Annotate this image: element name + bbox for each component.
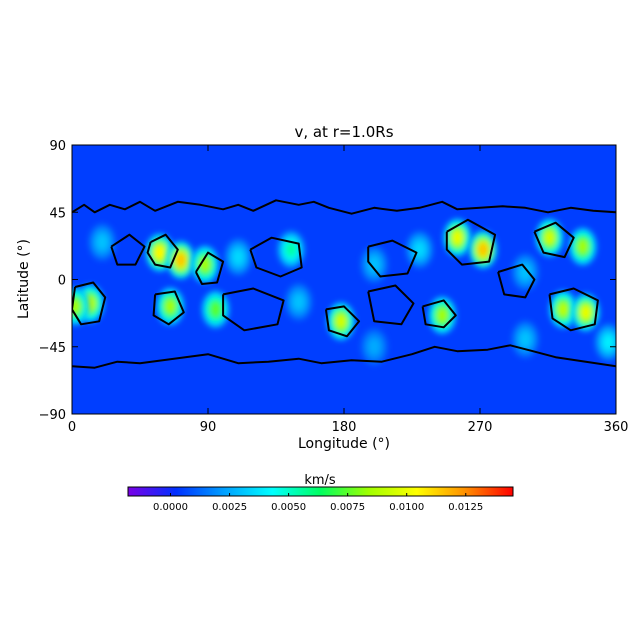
colorbar-gradient: [127, 486, 514, 497]
y-axis-label: Latitude (°): [16, 239, 32, 319]
hot-spot-level: [437, 308, 448, 323]
hot-spot: [326, 302, 355, 341]
hot-spot: [428, 296, 457, 335]
colorbar-tick-label: 0.0100: [389, 502, 424, 513]
hot-spot: [190, 245, 219, 284]
contour-loop-200-south: [367, 284, 415, 326]
y-tick-label: 90: [49, 139, 66, 154]
hot-spot-level: [72, 299, 81, 314]
y-tick-label: 45: [49, 206, 66, 221]
hot-spot-level: [544, 230, 555, 245]
hot-spot: [469, 230, 498, 269]
contour-loop-265: [445, 218, 497, 266]
hot-spot: [360, 245, 389, 284]
hot-spot-level: [293, 294, 304, 309]
contour-loop-90-lon: [195, 251, 225, 285]
x-tick-label: 90: [200, 420, 217, 435]
y-tick-label: −45: [39, 341, 66, 356]
colorbar-tick-label: 0.0125: [448, 502, 483, 513]
hot-spot-level: [580, 305, 591, 320]
hot-spot-level: [233, 250, 244, 265]
colorbar-tick-label: 0.0000: [153, 502, 188, 513]
contour-loop-60-lon: [146, 233, 179, 269]
x-tick-label: 360: [604, 420, 629, 435]
colorbar-label: km/s: [304, 473, 336, 488]
contour-loop-65-south: [152, 290, 185, 326]
hot-spot: [571, 293, 600, 332]
y-axis: 90 45 0 −45 −90: [39, 139, 616, 423]
plot-area: [71, 144, 617, 415]
contour-loop-210: [367, 239, 418, 278]
hot-spot: [511, 253, 540, 292]
hot-spot-level: [210, 302, 221, 317]
hot-spot-level: [603, 335, 614, 350]
hot-spot: [88, 223, 117, 262]
contour-loop-180: [324, 305, 361, 338]
hot-spot-level: [154, 245, 165, 260]
hot-spot: [224, 238, 253, 277]
colorbar-tick-label: 0.0050: [271, 502, 306, 513]
colorbar: km/s 0.0000 0.0025 0.0050 0.0075 0.0100 0.012…: [127, 473, 514, 513]
colorbar-tick-label: 0.0075: [330, 502, 365, 513]
y-tick-label: 0: [58, 274, 66, 289]
contour-loop-320: [533, 221, 575, 259]
x-tick-label: 0: [68, 420, 76, 435]
hot-spot-level: [577, 239, 588, 254]
hot-spot-level: [97, 235, 108, 250]
hot-spot: [568, 227, 597, 266]
contour-loop-40-north: [110, 233, 146, 266]
hot-spot-level: [165, 299, 176, 314]
contour-lines: [72, 199, 616, 369]
hot-spot-level: [335, 314, 346, 329]
colorbar-tick-label: 0.0025: [212, 502, 247, 513]
x-axis-label: Longitude (°): [298, 436, 390, 452]
contour-loop-245: [421, 299, 457, 329]
hot-spot: [443, 218, 472, 257]
x-tick-label: 180: [332, 420, 357, 435]
chart-title: v, at r=1.0Rs: [294, 123, 393, 141]
x-tick-label: 270: [468, 420, 493, 435]
hot-spot-level: [369, 257, 380, 272]
contour-loop-10-lon: [72, 281, 107, 326]
contour-loop-290: [497, 263, 536, 299]
hot-spot-level: [520, 332, 531, 347]
hot-spot: [360, 327, 389, 366]
hot-spot-level: [558, 302, 569, 317]
x-axis: 0 90 180 270 360: [68, 145, 629, 435]
hot-spot: [201, 290, 230, 329]
hot-spot: [284, 282, 313, 321]
hot-spot: [549, 290, 578, 329]
hot-spot: [594, 323, 616, 362]
hot-spot-level: [520, 265, 531, 280]
hot-spot-level: [286, 242, 297, 257]
hot-spot-level: [452, 230, 463, 245]
hot-spot: [166, 241, 195, 280]
contour-north-boundary: [72, 199, 616, 215]
hot-spot-level: [478, 242, 489, 257]
contour-loop-100-south: [222, 287, 285, 332]
colorbar-ticks: 0.0000 0.0025 0.0050 0.0075 0.0100 0.0125: [153, 493, 483, 513]
y-tick-label: −90: [39, 408, 66, 423]
contour-south-boundary: [72, 344, 616, 369]
contour-loop-130: [249, 236, 303, 278]
contour-loop-335-south: [548, 287, 599, 332]
hot-spot-level: [175, 253, 186, 268]
hot-spot-level: [369, 339, 380, 354]
